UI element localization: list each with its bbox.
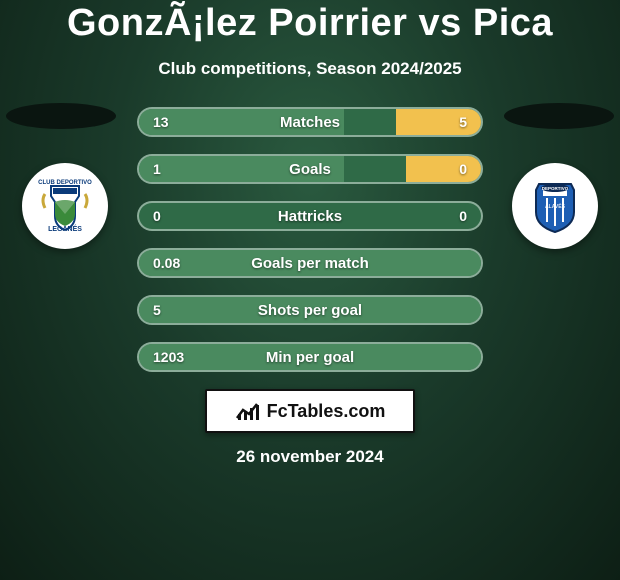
stat-label: Goals <box>289 161 331 178</box>
stat-bar: 0 0 Hattricks <box>137 201 483 231</box>
chart-icon <box>235 400 261 422</box>
date-text: 26 november 2024 <box>0 447 620 467</box>
stat-value-right: 0 <box>459 161 467 177</box>
stat-bar-fill-right <box>406 156 481 182</box>
content-area: CLUB DEPORTIVO LEGANÉS <box>0 107 620 467</box>
stat-label: Hattricks <box>278 208 342 225</box>
shadow-left <box>6 103 116 129</box>
stat-value-left: 0.08 <box>153 255 180 271</box>
stat-bar: 5 Shots per goal <box>137 295 483 325</box>
stat-value-left: 13 <box>153 114 169 130</box>
stat-label: Matches <box>280 114 340 131</box>
stat-value-left: 1 <box>153 161 161 177</box>
leganes-shield-icon: CLUB DEPORTIVO LEGANÉS <box>31 172 99 240</box>
stat-label: Shots per goal <box>258 302 362 319</box>
stat-bar: 13 5 Matches <box>137 107 483 137</box>
brand-text: FcTables.com <box>267 401 386 422</box>
svg-text:ALAVÉS: ALAVÉS <box>545 202 566 210</box>
alaves-crest-icon: DEPORTIVO ALAVÉS <box>521 172 589 240</box>
stat-label: Min per goal <box>266 349 354 366</box>
team-left-logo: CLUB DEPORTIVO LEGANÉS <box>22 163 108 249</box>
stat-value-right: 0 <box>459 208 467 224</box>
stat-value-right: 5 <box>459 114 467 130</box>
comparison-card: GonzÃ¡lez Poirrier vs Pica Club competit… <box>0 0 620 580</box>
stat-bar: 1203 Min per goal <box>137 342 483 372</box>
stat-label: Goals per match <box>251 255 369 272</box>
stat-bar-fill-right <box>396 109 482 135</box>
team-right-logo: DEPORTIVO ALAVÉS <box>512 163 598 249</box>
svg-text:DEPORTIVO: DEPORTIVO <box>542 186 569 191</box>
subtitle: Club competitions, Season 2024/2025 <box>0 59 620 79</box>
brand-box[interactable]: FcTables.com <box>205 389 415 433</box>
stat-value-left: 5 <box>153 302 161 318</box>
stat-bar: 1 0 Goals <box>137 154 483 184</box>
page-title: GonzÃ¡lez Poirrier vs Pica <box>0 0 620 45</box>
stat-value-left: 1203 <box>153 349 184 365</box>
stat-value-left: 0 <box>153 208 161 224</box>
shadow-right <box>504 103 614 129</box>
stat-bar: 0.08 Goals per match <box>137 248 483 278</box>
svg-text:LEGANÉS: LEGANÉS <box>48 224 82 233</box>
stat-bars: 13 5 Matches 1 0 Goals 0 0 Hattricks 0.08 Goals pe… <box>137 107 483 372</box>
